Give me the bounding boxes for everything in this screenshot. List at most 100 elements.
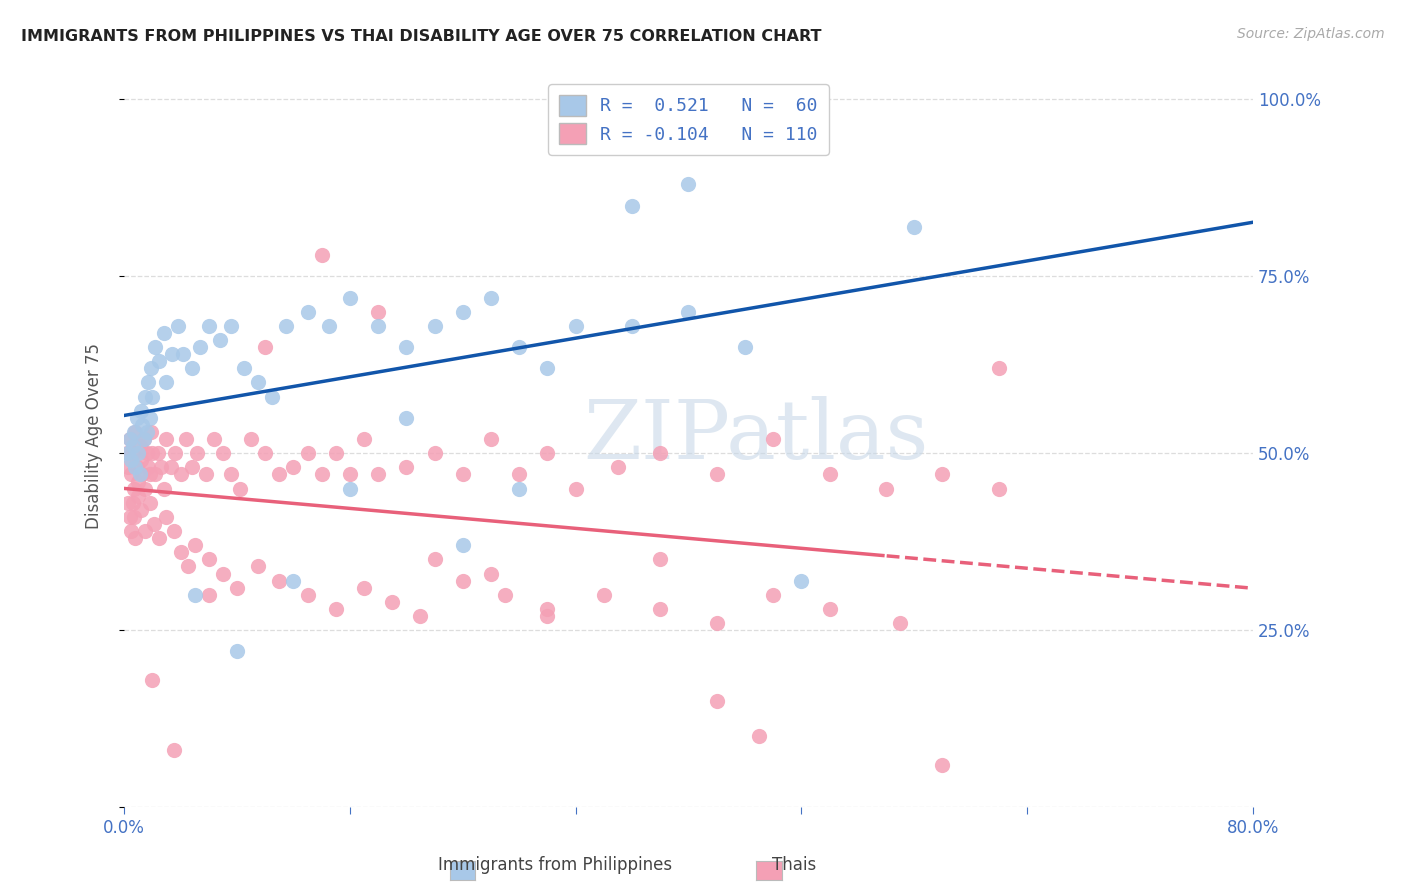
Point (152, 326, 174, 340)
Point (889, 616, 911, 631)
Point (176, 559, 198, 574)
Legend: R =  0.521   N =  60, R = -0.104   N = 110: R = 0.521 N = 60, R = -0.104 N = 110 (548, 84, 828, 155)
Point (987, 361, 1010, 376)
Point (117, 496, 139, 510)
Point (269, 467, 291, 482)
Point (129, 453, 152, 467)
Point (188, 340, 211, 354)
Point (367, 467, 389, 482)
Point (678, 178, 700, 192)
Point (118, 432, 141, 446)
Point (134, 524, 156, 538)
Point (132, 432, 155, 446)
Point (212, 446, 235, 460)
Point (146, 446, 169, 460)
Point (129, 503, 152, 517)
Point (762, 588, 785, 602)
Point (120, 524, 142, 538)
Point (423, 552, 446, 566)
Point (395, 340, 418, 354)
Point (706, 616, 728, 631)
Point (790, 574, 813, 588)
Point (254, 446, 277, 460)
Point (508, 467, 530, 482)
Point (124, 531, 146, 545)
Point (318, 318, 340, 333)
Point (650, 602, 672, 616)
Point (125, 410, 148, 425)
Point (297, 446, 319, 460)
Point (254, 340, 277, 354)
Point (122, 425, 145, 439)
Point (311, 248, 333, 262)
Point (115, 446, 138, 460)
Point (931, 757, 953, 772)
Point (564, 99, 586, 113)
Point (325, 602, 347, 616)
Point (197, 552, 219, 566)
Point (748, 729, 770, 743)
Point (818, 467, 841, 482)
Point (283, 460, 305, 475)
Point (353, 581, 375, 595)
Point (536, 609, 558, 624)
Point (169, 545, 191, 559)
Point (197, 588, 219, 602)
Point (183, 588, 205, 602)
Point (135, 446, 157, 460)
Point (117, 446, 139, 460)
Point (650, 446, 672, 460)
Point (564, 482, 586, 496)
Point (155, 432, 177, 446)
Point (818, 602, 841, 616)
Point (875, 482, 897, 496)
Point (607, 460, 630, 475)
Point (209, 333, 232, 347)
Point (451, 574, 474, 588)
Point (127, 475, 149, 489)
Point (931, 467, 953, 482)
Point (706, 467, 728, 482)
Point (262, 390, 284, 404)
Point (134, 482, 156, 496)
Point (121, 446, 143, 460)
Point (155, 376, 177, 390)
Point (143, 340, 166, 354)
Point (339, 482, 361, 496)
Point (180, 361, 202, 376)
Point (762, 432, 785, 446)
Point (247, 559, 270, 574)
Point (621, 198, 644, 212)
Point (120, 467, 142, 482)
Point (536, 361, 558, 376)
Point (508, 482, 530, 496)
Point (564, 318, 586, 333)
Text: Source: ZipAtlas.com: Source: ZipAtlas.com (1237, 27, 1385, 41)
Point (240, 432, 263, 446)
Point (155, 510, 177, 524)
Point (160, 347, 183, 361)
Point (367, 318, 389, 333)
Point (353, 432, 375, 446)
Point (197, 318, 219, 333)
Point (276, 318, 298, 333)
Point (132, 432, 155, 446)
Point (127, 446, 149, 460)
Point (508, 340, 530, 354)
Point (152, 482, 174, 496)
Point (141, 446, 163, 460)
Point (118, 510, 141, 524)
Point (395, 410, 418, 425)
Point (149, 460, 172, 475)
Text: Immigrants from Philippines: Immigrants from Philippines (439, 856, 672, 874)
Point (186, 446, 208, 460)
Point (325, 446, 347, 460)
Point (122, 482, 145, 496)
Point (129, 404, 152, 418)
Point (221, 467, 243, 482)
Point (127, 489, 149, 503)
Point (124, 460, 146, 475)
Point (135, 425, 157, 439)
Point (117, 460, 139, 475)
Point (162, 743, 184, 757)
